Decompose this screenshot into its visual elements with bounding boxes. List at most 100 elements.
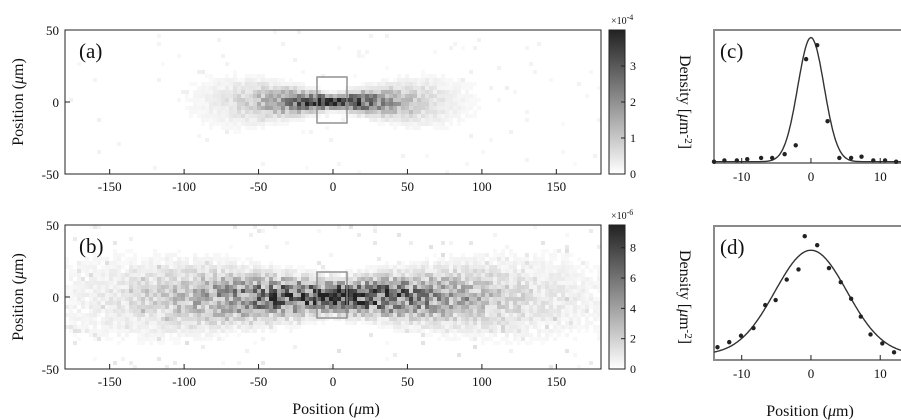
heatmap-cell [157, 309, 161, 313]
heatmap-cell [557, 269, 561, 273]
heatmap-cell [345, 321, 349, 325]
heatmap-cell [177, 98, 181, 102]
heatmap-cell [581, 281, 585, 285]
heatmap-cell [113, 277, 117, 281]
heatmap-cell [417, 110, 421, 114]
colorbar-exponent-b: ×10-6 [611, 208, 633, 222]
heatmap-cell [101, 309, 105, 313]
heatmap-cell [209, 78, 213, 82]
heatmap-cell [425, 261, 429, 265]
heatmap-cell [545, 301, 549, 305]
heatmap-cell [409, 126, 413, 130]
heatmap-cell [261, 269, 265, 273]
heatmap-cell [205, 301, 209, 305]
heatmap-cell [209, 309, 213, 313]
heatmap-cell [341, 106, 345, 110]
heatmap-cell [177, 317, 181, 321]
heatmap-cell [177, 305, 181, 309]
heatmap-cell [81, 297, 85, 301]
heatmap-cell [557, 273, 561, 277]
heatmap-cell [69, 297, 73, 301]
x-tick-label: -100 [172, 374, 196, 389]
heatmap-cell [241, 110, 245, 114]
heatmap-cell [541, 305, 545, 309]
heatmap-cell [449, 309, 453, 313]
heatmap-cell [149, 313, 153, 317]
heatmap-cell [469, 102, 473, 106]
heatmap-cell [373, 293, 377, 297]
heatmap-cell [153, 289, 157, 293]
heatmap-cell [245, 110, 249, 114]
heatmap-cell [565, 325, 569, 329]
heatmap-cell [413, 321, 417, 325]
heatmap-cell [349, 86, 353, 90]
heatmap-cell [445, 305, 449, 309]
heatmap-cell [585, 321, 589, 325]
heatmap-cell [597, 297, 601, 301]
heatmap-cell [453, 321, 457, 325]
heatmap-cell [177, 261, 181, 265]
heatmap-cell [421, 293, 425, 297]
heatmap-cell [245, 74, 249, 78]
heatmap-cell [65, 293, 69, 297]
heatmap-cell [173, 309, 177, 313]
heatmap-cell [257, 114, 261, 118]
heatmap-cell [429, 74, 433, 78]
heatmap-cell [597, 325, 601, 329]
heatmap-cell [225, 62, 229, 66]
heatmap-cell [421, 285, 425, 289]
heatmap-cell [565, 253, 569, 257]
heatmap-cell [517, 257, 521, 261]
heatmap-cell [209, 90, 213, 94]
heatmap-cell [381, 313, 385, 317]
heatmap-cell [97, 273, 101, 277]
heatmap-cell [277, 269, 281, 273]
heatmap-cell [413, 118, 417, 122]
heatmap-cell [409, 329, 413, 333]
heatmap-cell [277, 102, 281, 106]
heatmap-cell [85, 317, 89, 321]
heatmap-cell [305, 321, 309, 325]
heatmap-cell [357, 309, 361, 313]
heatmap-cell [393, 297, 397, 301]
heatmap-cell [157, 301, 161, 305]
heatmap-cell [401, 90, 405, 94]
heatmap-cell [197, 329, 201, 333]
heatmap-cell [77, 289, 81, 293]
heatmap-cell [449, 313, 453, 317]
heatmap-cell [281, 90, 285, 94]
heatmap-cell [221, 118, 225, 122]
heatmap-cell [329, 273, 333, 277]
heatmap-cell [369, 106, 373, 110]
heatmap-cell [445, 329, 449, 333]
heatmap-cell [193, 281, 197, 285]
heatmap-cell [421, 86, 425, 90]
heatmap-cell [389, 313, 393, 317]
heatmap-cell [593, 265, 597, 269]
heatmap-cell [461, 106, 465, 110]
heatmap-cell [337, 313, 341, 317]
heatmap-cell [105, 273, 109, 277]
panel-label-b: (b) [79, 234, 104, 258]
heatmap-cell [433, 313, 437, 317]
heatmap-cell [581, 285, 585, 289]
heatmap-cell [185, 269, 189, 273]
heatmap-cell [73, 329, 77, 333]
heatmap-cell [233, 309, 237, 313]
heatmap-cell [141, 341, 145, 345]
heatmap-cell [429, 309, 433, 313]
heatmap-cell [301, 277, 305, 281]
heatmap-cell [253, 86, 257, 90]
heatmap-cell [429, 285, 433, 289]
heatmap-cell [105, 293, 109, 297]
heatmap-cell [233, 261, 237, 265]
heatmap-cell [313, 269, 317, 273]
heatmap-cell [249, 273, 253, 277]
heatmap-cell [253, 321, 257, 325]
heatmap-cell [537, 321, 541, 325]
heatmap-cell [153, 269, 157, 273]
heatmap-cell [405, 110, 409, 114]
heatmap-cell [413, 78, 417, 82]
heatmap-cell [589, 229, 593, 233]
heatmap-cell [237, 102, 241, 106]
